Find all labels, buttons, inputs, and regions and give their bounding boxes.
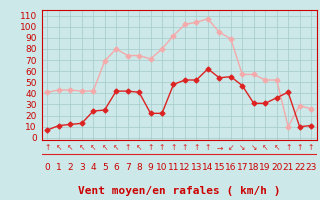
Text: 6: 6 <box>113 164 119 172</box>
Text: ↖: ↖ <box>262 144 268 152</box>
Text: ↖: ↖ <box>274 144 280 152</box>
Text: 8: 8 <box>136 164 142 172</box>
Text: 11: 11 <box>168 164 179 172</box>
Text: 13: 13 <box>191 164 202 172</box>
Text: 19: 19 <box>260 164 271 172</box>
Text: ↙: ↙ <box>228 144 234 152</box>
Text: ↑: ↑ <box>308 144 314 152</box>
Text: Vent moyen/en rafales ( km/h ): Vent moyen/en rafales ( km/h ) <box>78 186 280 196</box>
Text: 17: 17 <box>236 164 248 172</box>
Text: 12: 12 <box>179 164 191 172</box>
Text: 16: 16 <box>225 164 236 172</box>
Text: ↖: ↖ <box>78 144 85 152</box>
Text: →: → <box>216 144 222 152</box>
Text: 3: 3 <box>79 164 84 172</box>
Text: 4: 4 <box>90 164 96 172</box>
Text: ↖: ↖ <box>113 144 119 152</box>
Text: 14: 14 <box>202 164 213 172</box>
Text: 9: 9 <box>148 164 153 172</box>
Text: ↖: ↖ <box>136 144 142 152</box>
Text: 7: 7 <box>125 164 131 172</box>
Text: ↑: ↑ <box>159 144 165 152</box>
Text: ↖: ↖ <box>101 144 108 152</box>
Text: 20: 20 <box>271 164 282 172</box>
Text: ↑: ↑ <box>124 144 131 152</box>
Text: ↑: ↑ <box>205 144 211 152</box>
Text: 15: 15 <box>213 164 225 172</box>
Text: 5: 5 <box>102 164 108 172</box>
Text: ↘: ↘ <box>251 144 257 152</box>
Text: ↑: ↑ <box>147 144 154 152</box>
Text: ↘: ↘ <box>239 144 245 152</box>
Text: ↑: ↑ <box>285 144 291 152</box>
Text: 2: 2 <box>68 164 73 172</box>
Text: ↑: ↑ <box>170 144 177 152</box>
Text: 18: 18 <box>248 164 260 172</box>
Text: ↑: ↑ <box>44 144 51 152</box>
Text: ↖: ↖ <box>56 144 62 152</box>
Text: 22: 22 <box>294 164 305 172</box>
Text: 21: 21 <box>283 164 294 172</box>
Text: ↖: ↖ <box>67 144 74 152</box>
Text: ↑: ↑ <box>182 144 188 152</box>
Text: ↖: ↖ <box>90 144 96 152</box>
Text: 10: 10 <box>156 164 168 172</box>
Text: 23: 23 <box>305 164 317 172</box>
Text: ↑: ↑ <box>193 144 200 152</box>
Text: 0: 0 <box>44 164 50 172</box>
Text: ↑: ↑ <box>296 144 303 152</box>
Text: 1: 1 <box>56 164 62 172</box>
